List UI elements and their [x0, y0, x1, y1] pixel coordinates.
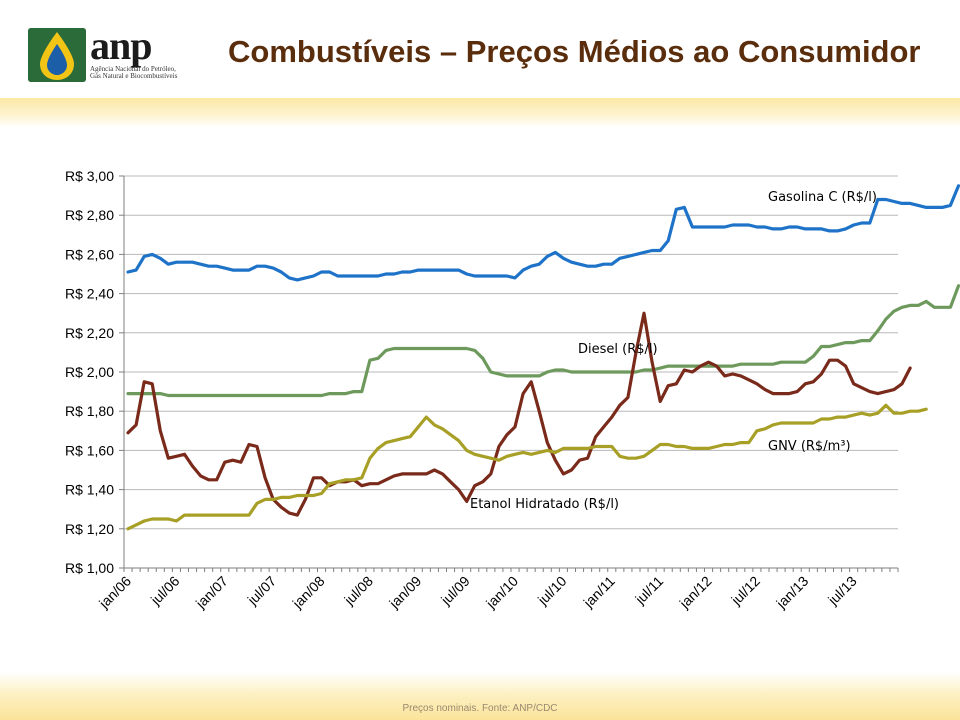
- decorative-band-top: [0, 98, 960, 128]
- x-tick-label: jul/10: [534, 573, 570, 609]
- x-tick-label: jul/07: [244, 573, 280, 609]
- series-annotation: Diesel (R$/l): [578, 342, 658, 357]
- y-tick-label: R$ 2,40: [65, 286, 114, 302]
- y-tick-label: R$ 1,00: [65, 560, 114, 576]
- x-tick-label: jan/13: [772, 573, 811, 612]
- x-tick-label: jan/09: [385, 573, 424, 612]
- y-tick-label: R$ 1,60: [65, 442, 114, 458]
- x-tick-label: jan/10: [482, 573, 521, 612]
- source-footnote: Preços nominais. Fonte: ANP/CDC: [402, 703, 558, 714]
- x-tick-label: jan/08: [289, 573, 328, 612]
- y-tick-label: R$ 2,80: [65, 207, 114, 223]
- logo-subtitle: Agência Nacional do Petróleo, Gás Natura…: [90, 65, 178, 80]
- series-annotation: Etanol Hidratado (R$/l): [470, 497, 619, 512]
- x-tick-label: jan/11: [580, 573, 618, 611]
- header-bar: [0, 0, 960, 100]
- anp-logo: anp Agência Nacional do Petróleo, Gás Na…: [28, 23, 178, 86]
- x-tick-label: jul/12: [727, 573, 763, 609]
- series-line-diesel-r-l: [126, 284, 960, 398]
- y-tick-label: R$ 1,20: [65, 521, 114, 537]
- logo-text: anp: [90, 23, 152, 68]
- decorative-band-bottom: [0, 672, 960, 720]
- x-tick-label: jul/06: [147, 573, 183, 609]
- y-tick-label: R$ 2,00: [65, 364, 114, 380]
- x-tick-label: jul/11: [631, 573, 666, 608]
- x-tick-label: jul/13: [824, 573, 860, 609]
- y-tick-label: R$ 3,00: [65, 168, 114, 184]
- x-tick-label: jul/08: [340, 573, 376, 609]
- page-title: Combustíveis – Preços Médios ao Consumid…: [228, 34, 921, 69]
- series-line-etanol-hidratado-r-l: [126, 311, 912, 517]
- anp-logo-mark-icon: [28, 28, 86, 82]
- series-annotation: Gasolina C (R$/l): [768, 190, 877, 205]
- series-annotation: GNV (R$/m³): [768, 439, 851, 454]
- series-line-gnv-r-m: [126, 403, 928, 531]
- x-tick-label: jan/06: [95, 573, 134, 612]
- y-tick-label: R$ 2,20: [65, 325, 114, 341]
- x-tick-label: jan/12: [676, 573, 715, 612]
- y-tick-label: R$ 2,60: [65, 246, 114, 262]
- y-tick-label: R$ 1,40: [65, 482, 114, 498]
- x-tick-label: jan/07: [192, 573, 231, 612]
- y-tick-label: R$ 1,80: [65, 403, 114, 419]
- series-line-gasolina-c-r-l: [126, 184, 960, 282]
- x-tick-label: jul/09: [437, 573, 473, 609]
